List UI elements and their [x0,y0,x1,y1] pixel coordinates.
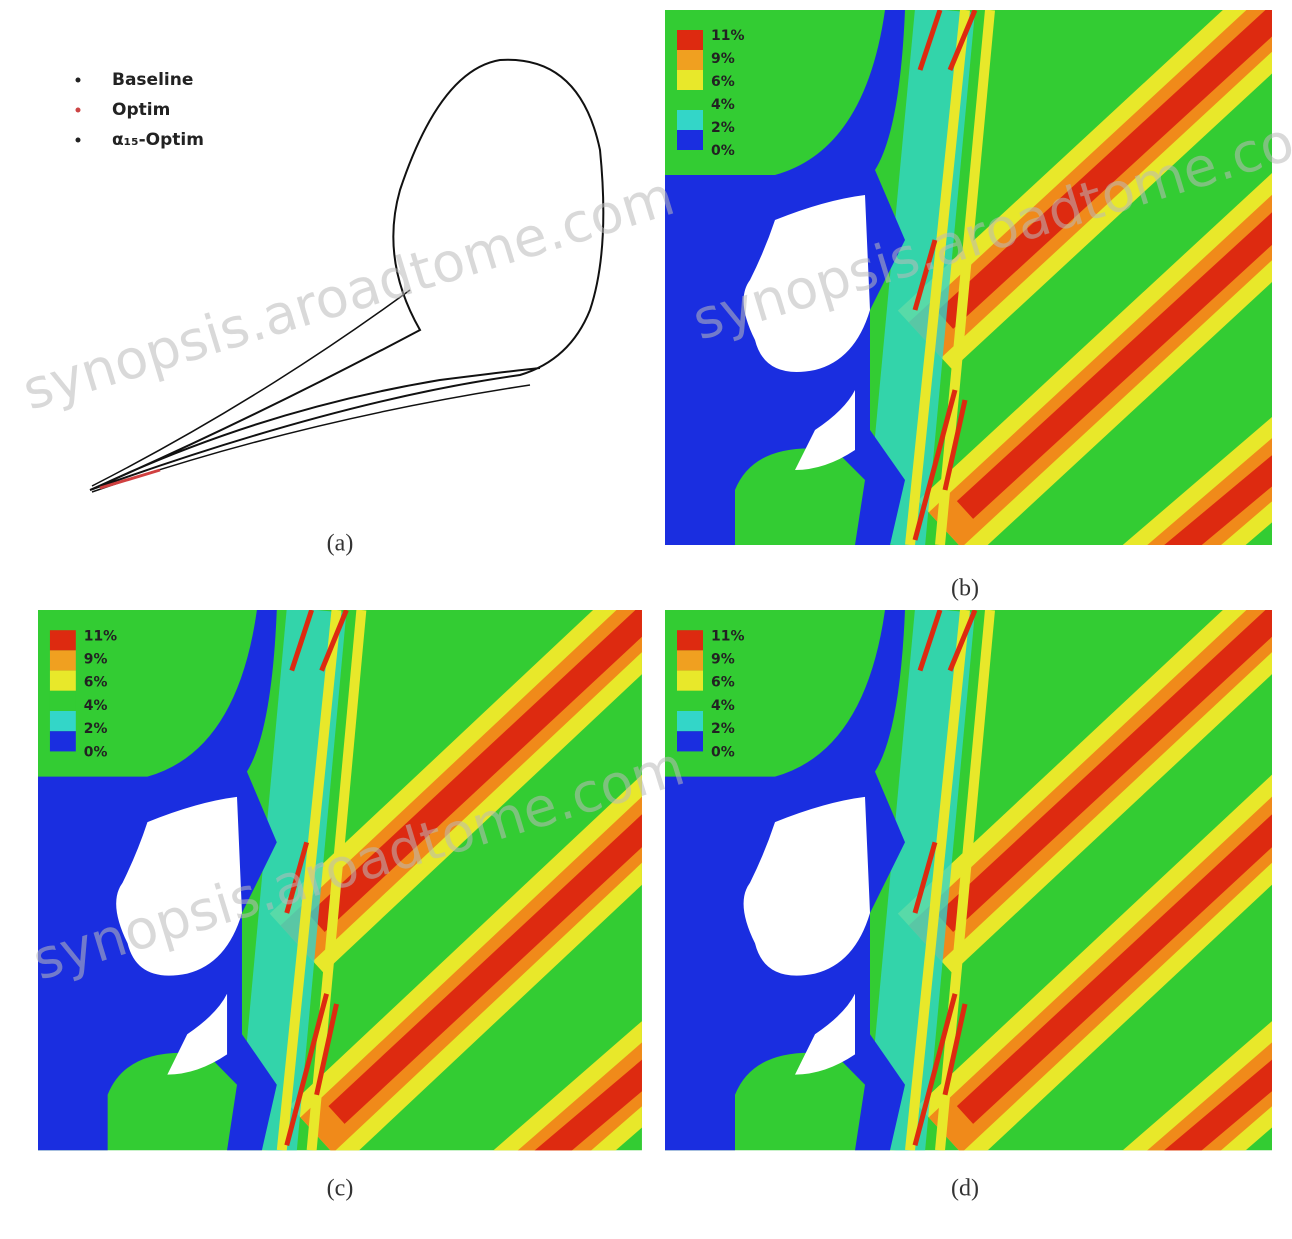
colorbar-label: 0% [711,744,735,760]
colorbar-label: 2% [84,721,108,737]
watermark: synopsis.aroadtome.com [15,164,681,422]
colorbar-label: 6% [711,74,735,90]
colorbar-label: 2% [711,721,735,737]
colorbar-label: 4% [711,698,735,714]
panel-d: 11% 9% 6% 4% 2% 0% [665,570,1292,1237]
panel-c: 11% 9% 6% 4% 2% 0% [38,570,735,1237]
legend-marker [75,77,81,83]
airfoil-tail [99,468,161,490]
colorbar-label: 0% [711,143,735,159]
panel-caption: (c) [327,1176,354,1202]
colorbar-label: 9% [711,51,735,67]
colorbar-label: 9% [711,651,735,667]
colorbar-label: 4% [84,698,108,714]
legend-entry: Optim [112,100,170,120]
colorbar-label: 4% [711,97,735,113]
panel-caption: (a) [327,531,354,557]
panel-b: 11% 9% 6% 4% 2% 0% [665,0,1292,630]
colorbar-label: 9% [84,651,108,667]
colorbar-label: 11% [711,28,745,44]
legend-entry: Baseline [112,70,193,90]
airfoil-outline [89,58,605,491]
colorbar-label: 11% [711,628,745,644]
colorbar-label: 0% [84,744,108,760]
panel-a: Baseline Optim α₁₅-Optim (a) [75,58,605,557]
panel-caption: (d) [951,1176,979,1202]
legend-marker [75,107,81,113]
colorbar-label: 2% [711,120,735,136]
legend-entry: α₁₅-Optim [112,130,204,150]
legend-marker [75,137,81,143]
colorbar-label: 6% [84,675,108,691]
colorbar-label: 11% [84,628,117,644]
colorbar-label: 6% [711,675,735,691]
panel-caption: (b) [951,576,979,602]
